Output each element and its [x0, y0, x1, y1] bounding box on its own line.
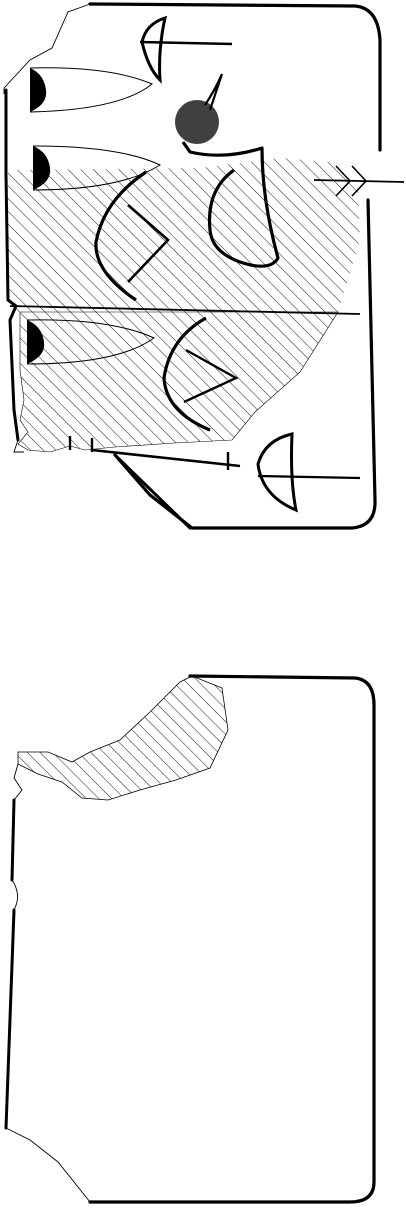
obverse-left-edge [4, 88, 192, 530]
sign-5 [181, 141, 280, 268]
hatched-area-lower [17, 311, 339, 453]
sign-4 [139, 15, 233, 84]
sign-7 [94, 170, 170, 302]
round-marker [175, 100, 219, 144]
reverse-view [4, 674, 376, 1204]
obverse-outline [88, 2, 382, 530]
ruling-line [9, 305, 361, 315]
sign-9 [256, 432, 361, 513]
sign-1 [29, 67, 153, 113]
sign-3 [26, 319, 155, 365]
sign-2 [32, 145, 162, 191]
obverse-broken-edge [3, 3, 91, 94]
sign-6 [313, 165, 405, 197]
bottom-ticks [68, 436, 241, 470]
marker-stroke [204, 73, 224, 111]
obverse-left-thin [13, 439, 191, 529]
obverse-view [3, 2, 405, 530]
sign-8 [162, 316, 239, 432]
hatched-area-reverse [17, 675, 229, 801]
hatched-area-upper [8, 158, 360, 312]
reverse-outline [88, 674, 376, 1204]
reverse-left-edge [4, 798, 16, 1130]
reverse-left-thin [5, 763, 91, 1203]
